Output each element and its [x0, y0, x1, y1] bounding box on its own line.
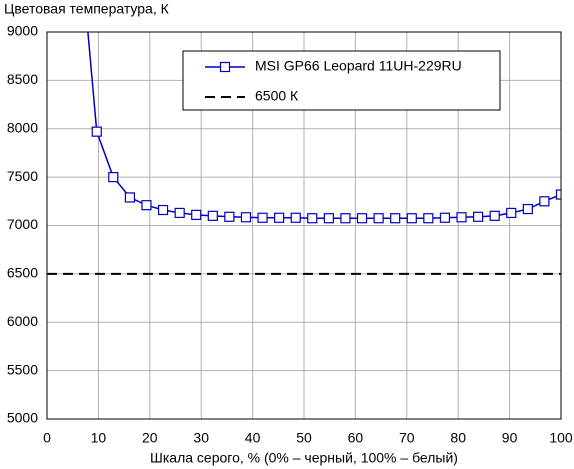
legend-marker	[219, 61, 231, 73]
y-tick-label: 9000	[7, 23, 38, 39]
x-axis-label: Шкала серого, % (0% – черный, 100% – бел…	[150, 450, 458, 466]
marker	[224, 211, 235, 222]
chart-title: Цветовая температура, К	[4, 1, 170, 17]
plot	[47, 32, 561, 275]
x-tick-label: 70	[399, 430, 415, 446]
marker	[323, 213, 334, 224]
marker	[356, 213, 368, 224]
marker	[124, 192, 136, 203]
marker	[274, 212, 285, 223]
marker	[539, 196, 550, 207]
x-tick-label: 20	[142, 430, 158, 446]
marker	[91, 126, 102, 137]
marker	[506, 207, 517, 219]
y-tick-label: 8000	[7, 119, 38, 135]
marker	[257, 212, 268, 223]
marker	[191, 209, 202, 220]
x-tick-label: 100	[549, 430, 573, 446]
marker	[290, 212, 301, 223]
marker	[373, 213, 384, 224]
grid	[46, 31, 562, 420]
marker	[108, 172, 119, 183]
y-tick-label: 6500	[7, 265, 38, 281]
x-tick-label: 50	[296, 430, 312, 446]
marker	[390, 213, 401, 224]
legend-label: 6500 К	[255, 88, 299, 104]
marker	[340, 213, 351, 224]
marker	[174, 207, 185, 219]
y-tick-label: 5000	[7, 410, 38, 426]
y-tick-label: 8500	[7, 71, 38, 87]
marker	[522, 203, 533, 215]
marker	[307, 213, 318, 224]
plot-frame	[46, 31, 562, 420]
marker	[439, 212, 451, 223]
y-tick-label: 7000	[7, 216, 38, 232]
legend-box	[182, 50, 501, 111]
x-tick-label: 90	[502, 430, 518, 446]
x-tick-label: 10	[91, 430, 107, 446]
x-tick-label: 30	[193, 430, 209, 446]
x-tick-label: 80	[450, 430, 466, 446]
marker	[207, 210, 218, 221]
marker	[472, 211, 484, 222]
marker	[423, 213, 434, 224]
marker	[456, 212, 467, 223]
marker	[406, 213, 417, 224]
y-tick-label: 6000	[7, 313, 38, 329]
marker	[555, 189, 561, 200]
y-tick-label: 5500	[7, 361, 38, 377]
y-tick-label: 7500	[7, 168, 38, 184]
marker	[489, 210, 500, 221]
marker	[157, 204, 169, 216]
x-tick-label: 0	[43, 430, 51, 446]
legend: MSI GP66 Leopard 11UH-229RU 6500 К	[182, 50, 501, 111]
x-tick-label: 40	[245, 430, 261, 446]
x-tick-label: 60	[348, 430, 364, 446]
legend-label: MSI GP66 Leopard 11UH-229RU	[255, 58, 462, 74]
marker	[240, 212, 252, 223]
marker	[141, 200, 152, 211]
